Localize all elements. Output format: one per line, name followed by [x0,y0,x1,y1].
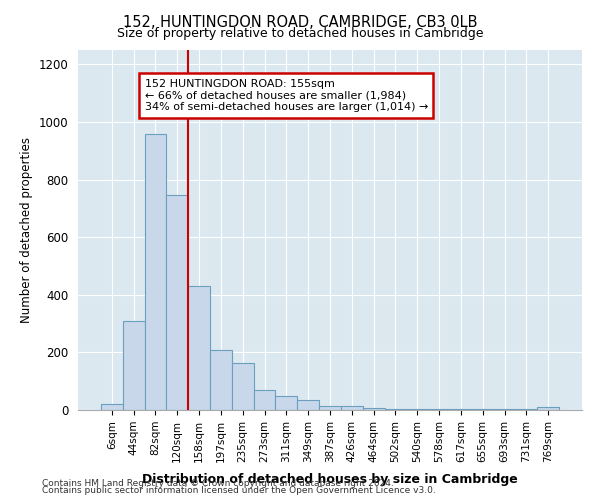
Bar [297,400,319,410]
Bar [537,407,559,410]
Bar [123,322,145,410]
Text: Contains public sector information licensed under the Open Government Licence v3: Contains public sector information licen… [42,486,436,495]
Bar [145,134,166,410]
Text: 152 HUNTINGDON ROAD: 155sqm
← 66% of detached houses are smaller (1,984)
34% of : 152 HUNTINGDON ROAD: 155sqm ← 66% of det… [145,79,428,112]
Y-axis label: Number of detached properties: Number of detached properties [20,137,33,323]
Bar [210,350,232,410]
Bar [472,409,494,410]
Bar [275,396,297,410]
Bar [515,409,537,410]
Bar [406,409,428,410]
Bar [363,408,385,410]
X-axis label: Distribution of detached houses by size in Cambridge: Distribution of detached houses by size … [142,473,518,486]
Bar [494,409,515,410]
Bar [319,406,341,410]
Bar [385,409,406,410]
Bar [232,363,254,410]
Bar [166,194,188,410]
Bar [428,409,450,410]
Text: Size of property relative to detached houses in Cambridge: Size of property relative to detached ho… [117,28,483,40]
Text: Contains HM Land Registry data © Crown copyright and database right 2024.: Contains HM Land Registry data © Crown c… [42,478,394,488]
Bar [101,404,123,410]
Bar [450,409,472,410]
Bar [254,390,275,410]
Bar [341,406,363,410]
Text: 152, HUNTINGDON ROAD, CAMBRIDGE, CB3 0LB: 152, HUNTINGDON ROAD, CAMBRIDGE, CB3 0LB [123,15,477,30]
Bar [188,286,210,410]
